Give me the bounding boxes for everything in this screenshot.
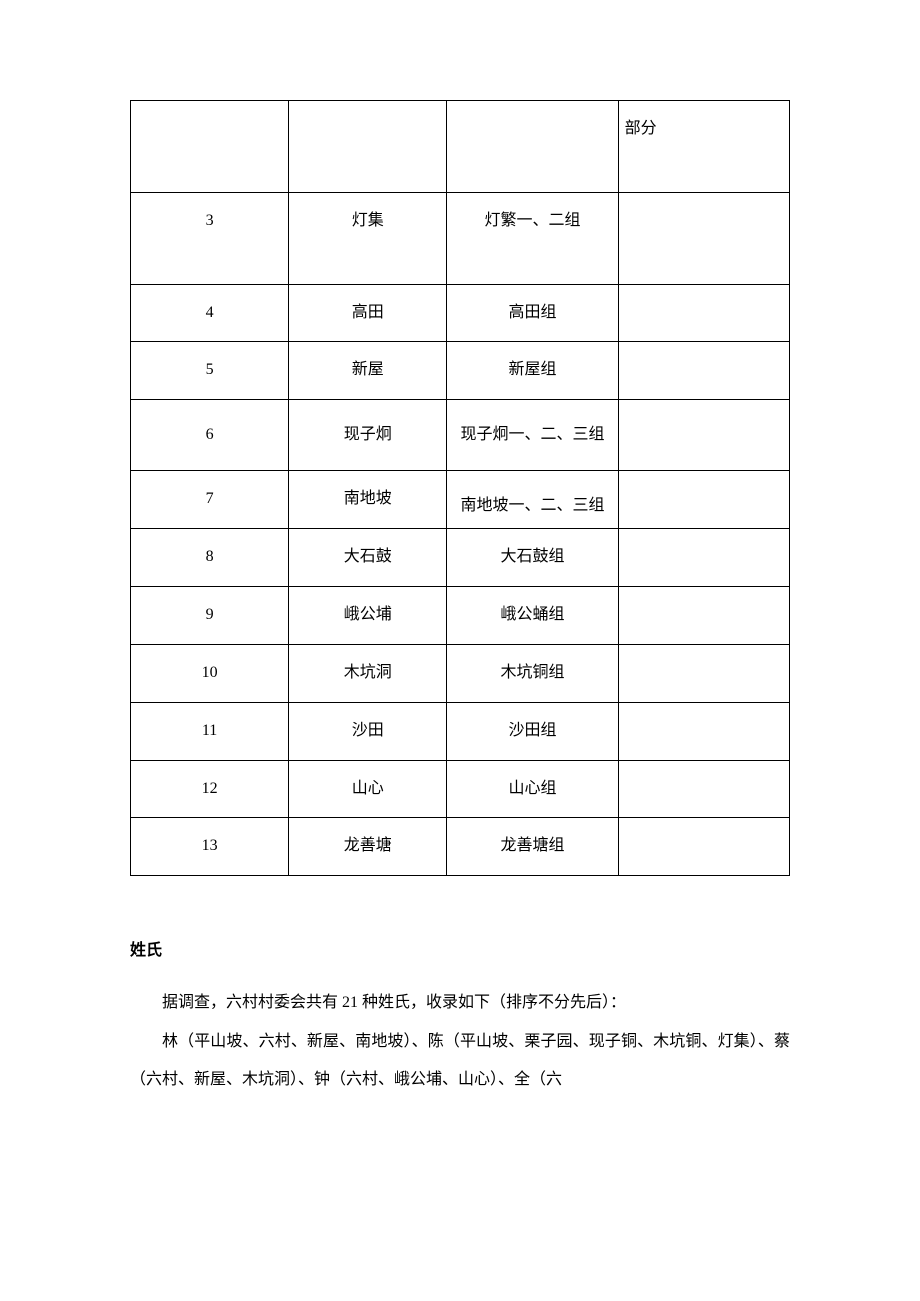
table-row: 11 沙田 沙田组	[131, 702, 790, 760]
cell-num: 11	[131, 702, 289, 760]
cell-num	[131, 101, 289, 193]
cell-group: 新屋组	[447, 342, 618, 400]
cell-note: 部分	[618, 101, 789, 193]
table-row: 9 峨公埔 峨公蛹组	[131, 587, 790, 645]
cell-group: 灯繁一、二组	[447, 192, 618, 284]
cell-note	[618, 818, 789, 876]
cell-note	[618, 342, 789, 400]
cell-num: 10	[131, 644, 289, 702]
cell-name: 灯集	[289, 192, 447, 284]
cell-num: 6	[131, 400, 289, 471]
table-row: 10 木坑洞 木坑铜组	[131, 644, 790, 702]
cell-num: 13	[131, 818, 289, 876]
body-paragraph: 据调查，六村村委会共有 21 种姓氏，收录如下（排序不分先后）：	[130, 984, 790, 1022]
cell-num: 3	[131, 192, 289, 284]
cell-name: 木坑洞	[289, 644, 447, 702]
para-text: 据调查，六村村委会共有	[162, 994, 342, 1011]
cell-group: 木坑铜组	[447, 644, 618, 702]
cell-note	[618, 644, 789, 702]
cell-group	[447, 101, 618, 193]
cell-group: 峨公蛹组	[447, 587, 618, 645]
cell-num: 5	[131, 342, 289, 400]
para-number: 21	[342, 994, 358, 1011]
table-row: 3 灯集 灯繁一、二组	[131, 192, 790, 284]
cell-num: 8	[131, 529, 289, 587]
table-row: 4 高田 高田组	[131, 284, 790, 342]
table-row: 13 龙善塘 龙善塘组	[131, 818, 790, 876]
cell-num: 12	[131, 760, 289, 818]
cell-note	[618, 760, 789, 818]
cell-group: 龙善塘组	[447, 818, 618, 876]
table-row: 5 新屋 新屋组	[131, 342, 790, 400]
cell-name: 沙田	[289, 702, 447, 760]
cell-name: 南地坡	[289, 470, 447, 529]
body-paragraph: 林（平山坡、六村、新屋、南地坡）、陈（平山坡、栗子园、现子铜、木坑铜、灯集）、蔡…	[130, 1023, 790, 1100]
cell-note	[618, 400, 789, 471]
cell-num: 7	[131, 470, 289, 529]
cell-group: 南地坡一、二、三组	[447, 470, 618, 529]
cell-note	[618, 470, 789, 529]
table-row: 12 山心 山心组	[131, 760, 790, 818]
section-heading: 姓氏	[130, 936, 790, 960]
cell-note	[618, 529, 789, 587]
cell-group: 沙田组	[447, 702, 618, 760]
table-row: 部分	[131, 101, 790, 193]
cell-group: 现子炯一、二、三组	[447, 400, 618, 471]
cell-name: 龙善塘	[289, 818, 447, 876]
village-table: 部分 3 灯集 灯繁一、二组 4 高田 高田组 5 新屋 新屋组 6 现子炯 现…	[130, 100, 790, 876]
para-text: 种姓氏，收录如下（排序不分先后）：	[358, 994, 626, 1011]
cell-note	[618, 702, 789, 760]
cell-num: 9	[131, 587, 289, 645]
cell-name: 新屋	[289, 342, 447, 400]
cell-name: 大石鼓	[289, 529, 447, 587]
table-row: 8 大石鼓 大石鼓组	[131, 529, 790, 587]
table-row: 7 南地坡 南地坡一、二、三组	[131, 470, 790, 529]
cell-name: 峨公埔	[289, 587, 447, 645]
cell-note	[618, 192, 789, 284]
cell-note	[618, 587, 789, 645]
cell-group: 山心组	[447, 760, 618, 818]
cell-group: 高田组	[447, 284, 618, 342]
cell-group: 大石鼓组	[447, 529, 618, 587]
cell-name: 现子炯	[289, 400, 447, 471]
cell-name: 高田	[289, 284, 447, 342]
table-row: 6 现子炯 现子炯一、二、三组	[131, 400, 790, 471]
cell-num: 4	[131, 284, 289, 342]
cell-name: 山心	[289, 760, 447, 818]
cell-note	[618, 284, 789, 342]
cell-name	[289, 101, 447, 193]
